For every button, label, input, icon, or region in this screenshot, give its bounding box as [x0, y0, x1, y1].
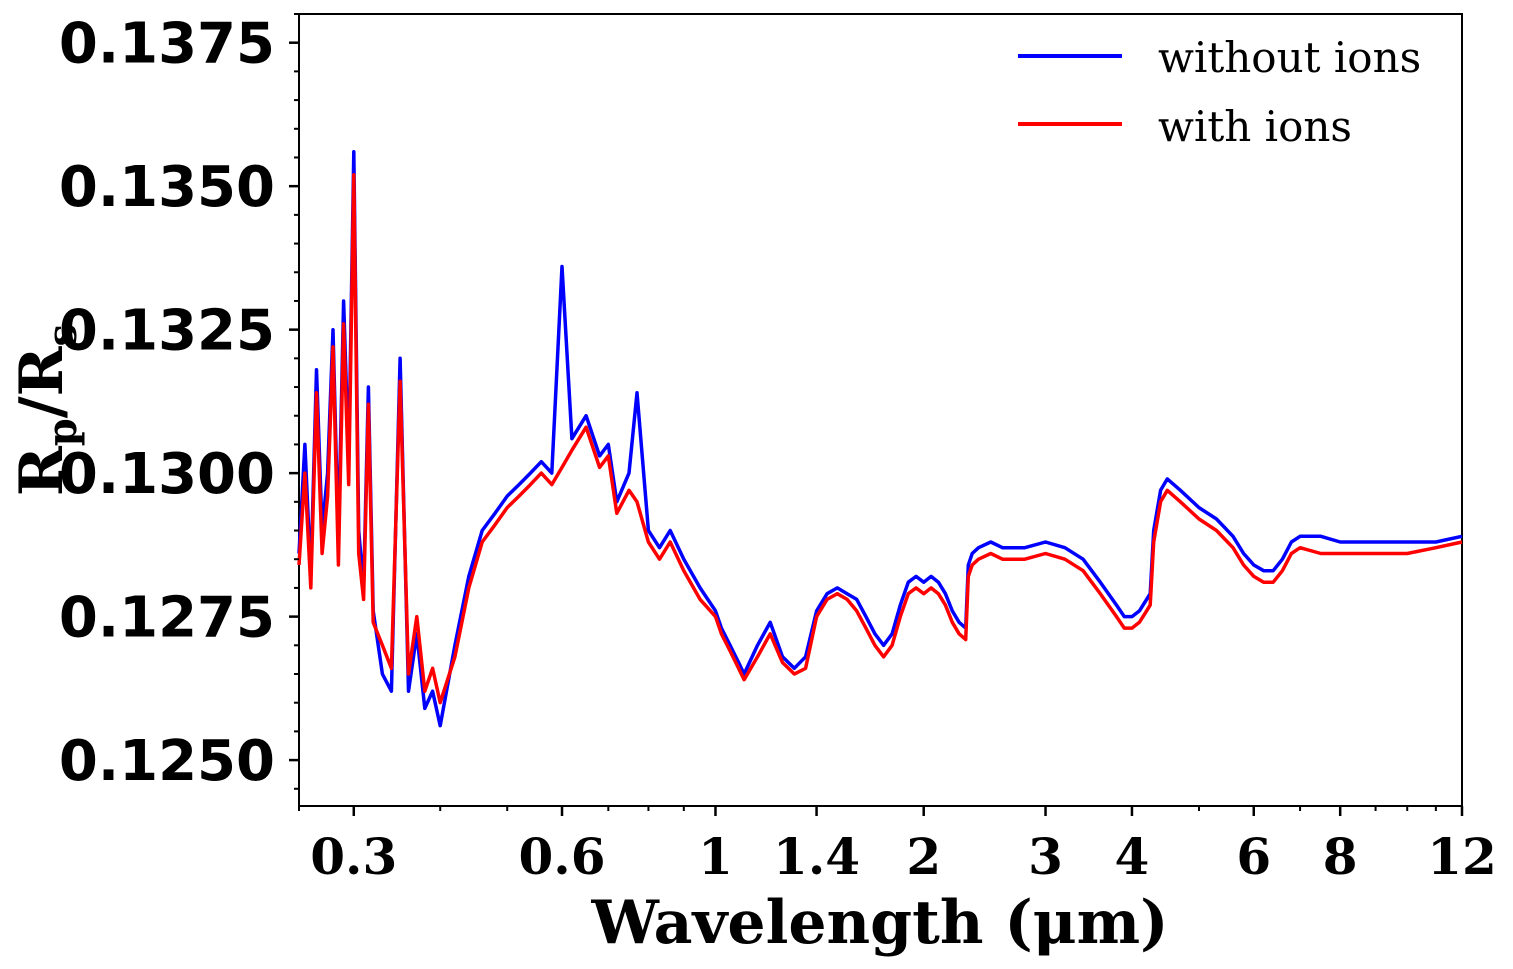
x-tick-label: 0.6: [519, 827, 606, 886]
x-tick-label: 0.3: [310, 827, 397, 886]
legend-label-without-ions: without ions: [1158, 33, 1421, 82]
y-axis-label: Rp/Rs: [7, 324, 86, 496]
series-layer: [297, 149, 1463, 728]
y-tick-label: 0.1325: [59, 299, 275, 364]
x-tick-label: 3: [1028, 827, 1063, 886]
y-label-r2: R: [7, 345, 77, 396]
y-label-sub1: p: [39, 418, 86, 446]
y-label-slash: /: [7, 396, 77, 418]
x-tick-label: 12: [1427, 827, 1497, 886]
tick-layer: 0.1250 0.1275 0.1300 0.1325 0.1350 0.1375 0.3 0…: [59, 12, 1497, 886]
x-tick-label: 8: [1323, 827, 1358, 886]
plot-frame: [298, 13, 1463, 807]
series-line-with-ions: [297, 172, 1463, 705]
y-tick-label: 0.1350: [59, 155, 275, 220]
x-tick-label: 2: [906, 827, 941, 886]
y-tick-label: 0.1275: [59, 586, 275, 651]
x-tick-label: 1: [698, 827, 733, 886]
y-tick-label: 0.1250: [59, 729, 275, 794]
y-tick-label: 0.1300: [59, 442, 275, 507]
x-tick-label: 4: [1115, 827, 1150, 886]
y-tick-label: 0.1375: [59, 12, 275, 77]
legend-label-with-ions: with ions: [1158, 102, 1352, 151]
legend: without ions with ions: [1018, 33, 1421, 151]
series-line-without-ions: [297, 149, 1463, 728]
y-label-r1: R: [7, 445, 77, 496]
x-tick-label: 6: [1236, 827, 1271, 886]
x-axis-label: Wavelength (μm): [590, 888, 1168, 958]
x-tick-label: 1.4: [773, 827, 860, 886]
y-label-sub2: s: [39, 324, 86, 347]
